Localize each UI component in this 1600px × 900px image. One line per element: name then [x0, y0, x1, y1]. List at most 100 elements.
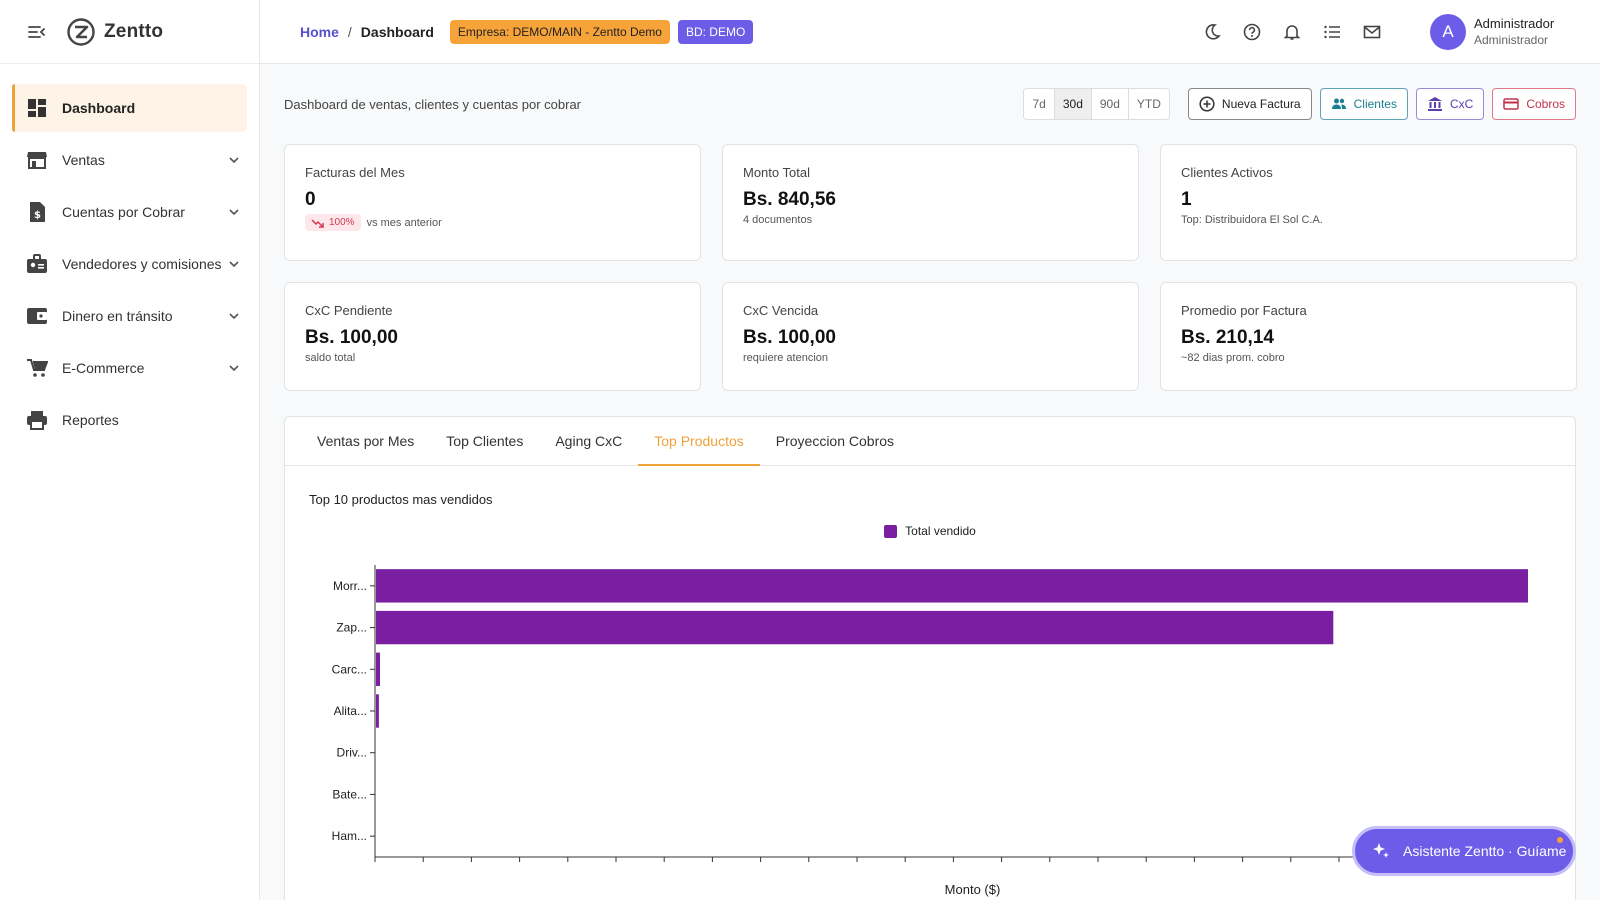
- charts-panel: Ventas por Mes Top Clientes Aging CxC To…: [284, 416, 1576, 900]
- new-invoice-label: Nueva Factura: [1221, 97, 1301, 111]
- cobros-button[interactable]: Cobros: [1492, 88, 1576, 120]
- sidebar: Zentto Dashboard Ventas $ Cuentas por Co…: [0, 0, 260, 900]
- cxc-label: CxC: [1449, 97, 1474, 111]
- kpi-card-cxc-pendiente: CxC Pendiente Bs. 100,00 saldo total: [284, 282, 701, 391]
- kpi-card-facturas: Facturas del Mes 0 100% vs mes anterior: [284, 144, 701, 261]
- people-icon: [1331, 98, 1346, 109]
- assistant-button[interactable]: Asistente Zentto · Guíame: [1352, 826, 1576, 876]
- kpi-sub-label: vs mes anterior: [366, 216, 442, 229]
- sidebar-item-ecommerce[interactable]: E-Commerce: [12, 344, 247, 392]
- kpi-card-clientes-activos: Clientes Activos 1 Top: Distribuidora El…: [1160, 144, 1577, 261]
- kpi-value: 1: [1181, 189, 1192, 210]
- bar-chart: Morr... Zap... Carc... Alita... Driv... Bate.…: [332, 565, 1535, 897]
- sidebar-item-dashboard[interactable]: Dashboard: [12, 84, 247, 132]
- y-tick-label: Alita...: [334, 704, 367, 718]
- chevron-down-icon: [229, 157, 239, 164]
- chevron-down-icon: [229, 365, 239, 372]
- tab-aging-cxc[interactable]: Aging CxC: [555, 433, 623, 449]
- range-selector: 7d 30d 90d YTD: [1023, 88, 1170, 120]
- kpi-card-monto-total: Monto Total Bs. 840,56 4 documentos: [722, 144, 1139, 261]
- y-tick-label: Carc...: [332, 662, 367, 676]
- sidebar-item-label: Dashboard: [62, 100, 136, 116]
- user-menu[interactable]: A Administrador Administrador: [1430, 14, 1554, 50]
- logo-icon: [67, 17, 95, 46]
- kpi-card-promedio-factura: Promedio por Factura Bs. 210,14 ~82 dias…: [1160, 282, 1577, 391]
- trend-badge: 100%: [305, 214, 361, 231]
- new-invoice-button[interactable]: Nueva Factura: [1187, 88, 1312, 120]
- user-role: Administrador: [1474, 33, 1549, 47]
- user-name: Administrador: [1474, 16, 1555, 31]
- breadcrumb-current: Dashboard: [360, 23, 434, 40]
- add-circle-icon: [1199, 96, 1215, 112]
- y-tick-label: Bate...: [332, 787, 367, 801]
- wallet-icon: [26, 305, 48, 327]
- tab-top-productos[interactable]: Top Productos: [638, 417, 760, 466]
- avatar[interactable]: A: [1430, 14, 1466, 50]
- kpi-sub-label: requiere atencion: [743, 352, 829, 364]
- svg-text:$: $: [34, 210, 41, 221]
- kpi-title: Facturas del Mes: [305, 165, 405, 180]
- main-content: Dashboard de ventas, clientes y cuentas …: [284, 64, 1577, 900]
- sparkle-icon: [1373, 843, 1389, 858]
- kpi-sub-label: ~82 dias prom. cobro: [1181, 352, 1285, 364]
- sidebar-item-cuentas-por-cobrar[interactable]: $ Cuentas por Cobrar: [12, 188, 247, 236]
- kpi-value: Bs. 840,56: [743, 189, 836, 210]
- bar: [376, 569, 1528, 603]
- range-30d[interactable]: 30d: [1054, 89, 1092, 119]
- tab-ventas-por-mes[interactable]: Ventas por Mes: [317, 433, 415, 449]
- topbar-actions: [1182, 0, 1382, 64]
- tab-proyeccion-cobros[interactable]: Proyeccion Cobros: [775, 433, 895, 449]
- y-tick-label: Ham...: [332, 829, 367, 843]
- chart-legend[interactable]: Total vendido: [285, 524, 1575, 538]
- brand-name: Zentto: [104, 20, 164, 42]
- cart-icon: [26, 357, 48, 379]
- breadcrumb-home[interactable]: Home: [300, 23, 339, 40]
- sidebar-item-label: Dinero en tránsito: [62, 308, 173, 324]
- range-ytd[interactable]: YTD: [1128, 89, 1169, 119]
- moon-icon[interactable]: [1202, 22, 1222, 42]
- kpi-sub-label: Top: Distribuidora El Sol C.A.: [1181, 214, 1323, 226]
- tab-top-clientes[interactable]: Top Clientes: [446, 433, 524, 449]
- bell-icon[interactable]: [1282, 22, 1302, 42]
- sidebar-item-reportes[interactable]: Reportes: [12, 396, 247, 444]
- clients-button[interactable]: Clientes: [1319, 88, 1408, 120]
- legend-label: Total vendido: [905, 524, 976, 538]
- mail-icon[interactable]: [1362, 22, 1382, 42]
- kpi-value: Bs. 210,14: [1181, 327, 1274, 348]
- bar: [376, 694, 379, 728]
- kpi-sub-label: saldo total: [305, 352, 356, 364]
- database-chip[interactable]: BD: DEMO: [677, 19, 754, 44]
- sidebar-item-dinero-en-transito[interactable]: Dinero en tránsito: [12, 292, 247, 340]
- list-icon[interactable]: [1322, 22, 1342, 42]
- toolbar: Dashboard de ventas, clientes y cuentas …: [284, 64, 1576, 144]
- store-icon: [26, 149, 48, 171]
- cobros-label: Cobros: [1526, 97, 1565, 111]
- kpi-card-cxc-vencida: CxC Vencida Bs. 100,00 requiere atencion: [722, 282, 1139, 391]
- breadcrumb-separator: /: [347, 23, 352, 40]
- trending-down-icon: [311, 218, 324, 228]
- company-chip[interactable]: Empresa: DEMO/MAIN - Zentto Demo: [449, 19, 670, 44]
- sidebar-item-label: Vendedores y comisiones: [62, 256, 222, 272]
- help-icon[interactable]: [1242, 22, 1262, 42]
- kpi-subtext: 100% vs mes anterior: [305, 214, 680, 231]
- bar: [376, 652, 381, 686]
- range-90d[interactable]: 90d: [1091, 89, 1129, 119]
- sidebar-nav: Dashboard Ventas $ Cuentas por Cobrar Ve…: [0, 64, 259, 444]
- kpi-title: Clientes Activos: [1181, 165, 1273, 180]
- kpi-title: CxC Vencida: [743, 303, 819, 318]
- notification-dot: [1557, 837, 1563, 843]
- kpi-title: Monto Total: [743, 165, 810, 180]
- badge-icon: [26, 253, 48, 275]
- chart-title: Top 10 productos mas vendidos: [309, 492, 493, 507]
- sidebar-item-vendedores[interactable]: Vendedores y comisiones: [12, 240, 247, 288]
- assistant-label: Asistente Zentto · Guíame: [1403, 843, 1567, 859]
- cxc-button[interactable]: CxC: [1415, 88, 1485, 120]
- chevron-down-icon: [229, 313, 239, 320]
- legend-swatch: [884, 524, 898, 538]
- sidebar-item-ventas[interactable]: Ventas: [12, 136, 247, 184]
- range-7d[interactable]: 7d: [1024, 89, 1055, 119]
- chevron-down-icon: [229, 209, 239, 216]
- menu-collapse-icon[interactable]: [28, 23, 46, 41]
- clients-label: Clientes: [1353, 97, 1397, 111]
- kpi-value: Bs. 100,00: [743, 327, 836, 348]
